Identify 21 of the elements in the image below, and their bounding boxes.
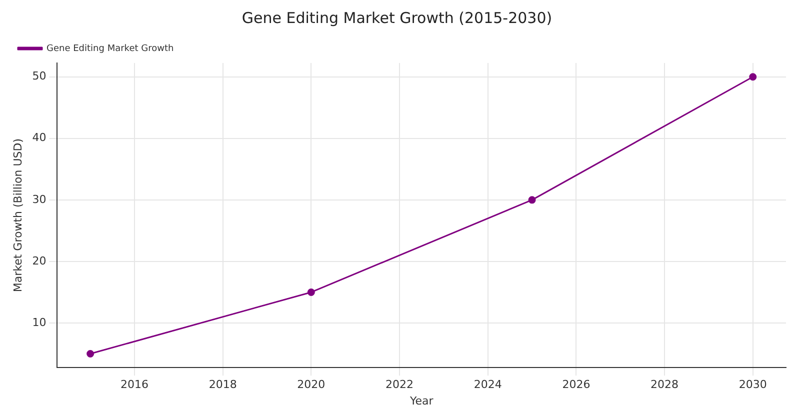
x-tick-label: 2030 <box>738 378 767 392</box>
y-tick-label: 50 <box>32 70 46 83</box>
x-tick-label: 2028 <box>650 378 679 392</box>
y-tick-label: 20 <box>32 254 46 268</box>
point <box>307 288 315 296</box>
y-tick-label: 40 <box>32 131 46 144</box>
x-tick-label: 2020 <box>297 378 326 392</box>
point <box>86 350 94 358</box>
x-tick-label: 2016 <box>120 378 148 392</box>
x-tick-label: 2018 <box>208 378 237 392</box>
x-tick-label: 2022 <box>386 378 414 392</box>
y-axis-title: Market Growth (Billion USD) <box>11 138 24 292</box>
x-axis-title: Year <box>408 394 434 408</box>
y-tick-label: 10 <box>32 316 46 329</box>
x-tick-label: 2026 <box>562 378 590 392</box>
legend-label: Gene Editing Market Growth <box>46 44 174 54</box>
x-tick-label: 2024 <box>474 378 502 392</box>
y-tick-label: 30 <box>32 192 46 206</box>
chart-title: Gene Editing Market Growth (2015-2030) <box>242 8 552 27</box>
point <box>528 196 536 204</box>
point <box>749 73 757 81</box>
